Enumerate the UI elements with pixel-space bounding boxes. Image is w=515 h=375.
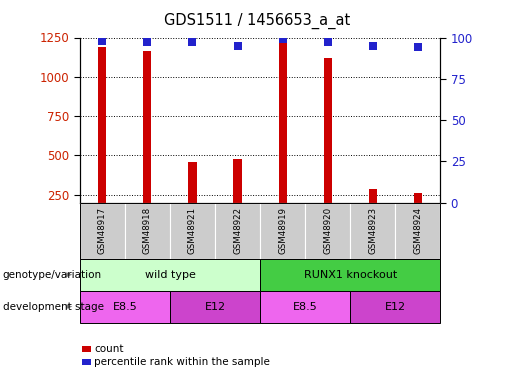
Text: development stage: development stage bbox=[3, 302, 104, 312]
Text: GSM48919: GSM48919 bbox=[278, 207, 287, 254]
Text: E8.5: E8.5 bbox=[293, 302, 318, 312]
Text: count: count bbox=[94, 344, 124, 354]
Text: GSM48922: GSM48922 bbox=[233, 207, 242, 254]
Bar bbox=[233, 159, 242, 234]
Text: E8.5: E8.5 bbox=[112, 302, 138, 312]
Text: percentile rank within the sample: percentile rank within the sample bbox=[94, 357, 270, 367]
Text: GSM48920: GSM48920 bbox=[323, 207, 332, 254]
Text: GSM48923: GSM48923 bbox=[368, 207, 377, 254]
Text: RUNX1 knockout: RUNX1 knockout bbox=[303, 270, 397, 280]
Bar bbox=[98, 47, 107, 234]
Text: E12: E12 bbox=[385, 302, 406, 312]
Bar bbox=[279, 42, 287, 234]
Text: wild type: wild type bbox=[145, 270, 195, 280]
Text: GSM48921: GSM48921 bbox=[188, 207, 197, 254]
Bar bbox=[369, 189, 377, 234]
Text: GSM48917: GSM48917 bbox=[98, 207, 107, 254]
Text: GSM48924: GSM48924 bbox=[414, 207, 422, 254]
Text: GSM48918: GSM48918 bbox=[143, 207, 152, 254]
Text: genotype/variation: genotype/variation bbox=[3, 270, 101, 280]
Bar bbox=[143, 51, 151, 234]
Bar bbox=[188, 162, 197, 234]
Bar bbox=[414, 194, 422, 234]
Text: E12: E12 bbox=[204, 302, 226, 312]
Bar bbox=[323, 58, 332, 234]
Text: GDS1511 / 1456653_a_at: GDS1511 / 1456653_a_at bbox=[164, 13, 351, 29]
